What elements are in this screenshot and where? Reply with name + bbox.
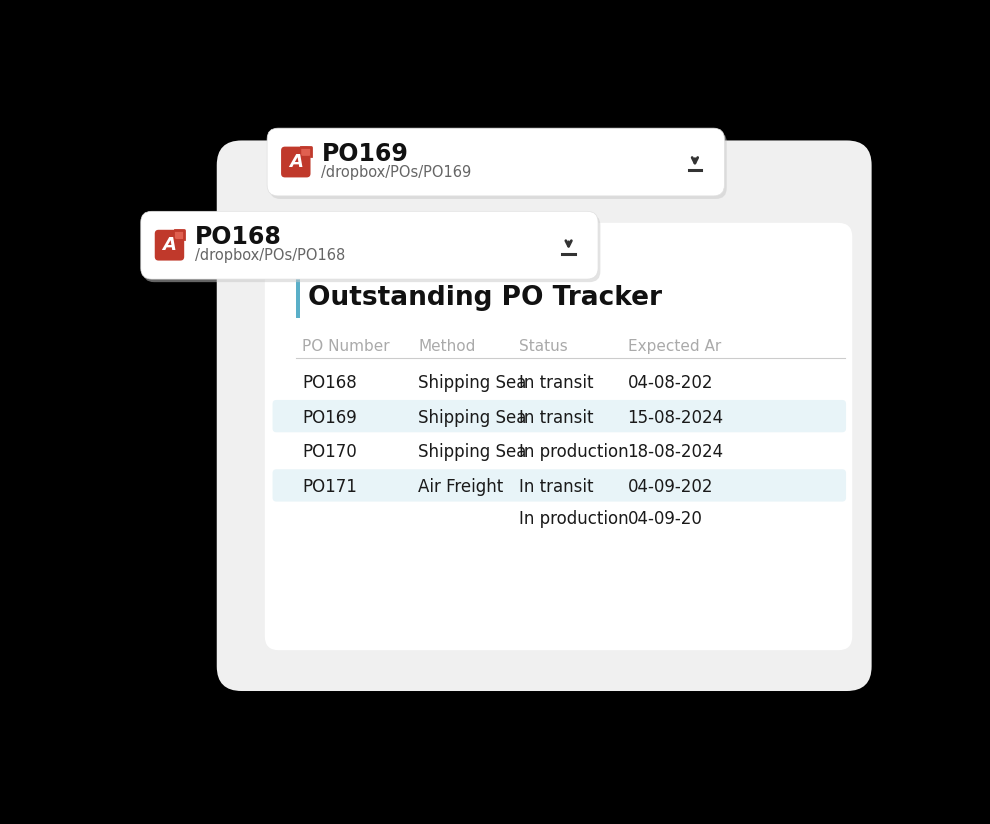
FancyBboxPatch shape [269, 131, 727, 199]
Text: /dropbox/POs/PO168: /dropbox/POs/PO168 [195, 248, 346, 263]
Text: In transit: In transit [519, 409, 593, 427]
FancyBboxPatch shape [272, 469, 846, 502]
Text: /dropbox/POs/PO169: /dropbox/POs/PO169 [322, 165, 471, 180]
Text: PO170: PO170 [302, 443, 356, 461]
FancyBboxPatch shape [154, 230, 184, 260]
Text: PO168: PO168 [302, 374, 356, 392]
Text: Outstanding PO Tracker: Outstanding PO Tracker [308, 285, 662, 311]
Text: 04-08-202: 04-08-202 [628, 374, 713, 392]
FancyBboxPatch shape [264, 222, 852, 650]
Text: Air Freight: Air Freight [418, 478, 504, 496]
FancyBboxPatch shape [301, 147, 311, 156]
FancyBboxPatch shape [217, 140, 871, 691]
Text: Method: Method [418, 339, 475, 354]
Text: In transit: In transit [519, 478, 593, 496]
FancyBboxPatch shape [175, 230, 184, 239]
Text: 04-09-20: 04-09-20 [628, 510, 702, 528]
Text: A: A [162, 236, 176, 254]
Text: In production: In production [519, 443, 629, 461]
Text: A: A [289, 153, 303, 171]
Text: PO171: PO171 [302, 478, 356, 496]
FancyBboxPatch shape [267, 129, 725, 196]
Text: Expected Ar: Expected Ar [628, 339, 721, 354]
Text: In production: In production [519, 510, 629, 528]
FancyBboxPatch shape [144, 214, 600, 282]
Text: 18-08-2024: 18-08-2024 [628, 443, 724, 461]
Text: PO169: PO169 [322, 143, 408, 166]
Bar [296, 279, 300, 317]
Text: PO168: PO168 [195, 226, 282, 250]
Text: PO169: PO169 [302, 409, 356, 427]
Text: 15-08-2024: 15-08-2024 [628, 409, 724, 427]
FancyBboxPatch shape [281, 147, 311, 177]
Text: Shipping Sea: Shipping Sea [418, 409, 527, 427]
Text: Shipping Sea: Shipping Sea [418, 443, 527, 461]
Text: 04-09-202: 04-09-202 [628, 478, 713, 496]
FancyBboxPatch shape [272, 400, 846, 433]
Text: In transit: In transit [519, 374, 593, 392]
Text: Status: Status [519, 339, 567, 354]
Text: PO Number: PO Number [302, 339, 390, 354]
Text: Shipping Sea: Shipping Sea [418, 374, 527, 392]
FancyBboxPatch shape [141, 211, 598, 279]
